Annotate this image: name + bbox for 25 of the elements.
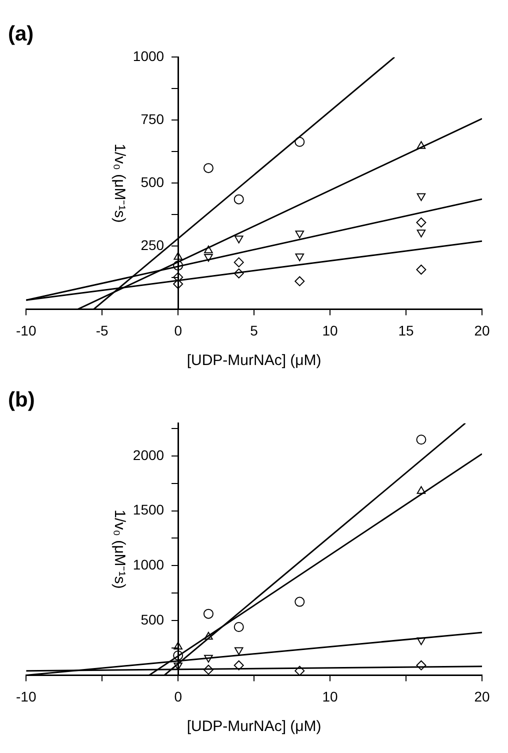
x-tick-label: -5 — [96, 322, 109, 338]
y-tick-label: 1000 — [132, 556, 164, 572]
y-axis-title: 1/v₀ (μM⁻¹s) — [110, 510, 128, 589]
y-tick-label: 1500 — [132, 502, 164, 518]
x-tick-label: -10 — [16, 322, 36, 338]
x-tick-label: 5 — [250, 322, 258, 338]
y-tick-label: 750 — [140, 111, 164, 128]
x-tick-label: 15 — [398, 322, 414, 338]
x-tick-label: 10 — [322, 688, 338, 704]
x-axis-title: [UDP-MurNAc] (μM) — [186, 352, 322, 370]
y-tick-label: 2000 — [132, 446, 164, 463]
x-tick-label: 10 — [322, 322, 338, 338]
x-axis-title: [UDP-MurNAc] (μM) — [186, 718, 322, 736]
x-tick-label: 20 — [474, 688, 490, 704]
x-tick-label: 0 — [174, 322, 182, 338]
y-axis-title: 1/v₀ (μM⁻¹s) — [110, 144, 128, 223]
x-tick-label: 0 — [174, 688, 182, 704]
y-tick-label: 500 — [140, 611, 164, 628]
x-tick-label: 20 — [474, 322, 490, 338]
chart-title: (a) — [8, 22, 34, 46]
y-tick-label: 1000 — [132, 48, 164, 64]
x-tick-label: -10 — [16, 688, 36, 704]
y-tick-label: 500 — [140, 174, 164, 190]
y-tick-label: 250 — [140, 237, 164, 254]
chart-title: (b) — [8, 388, 35, 412]
